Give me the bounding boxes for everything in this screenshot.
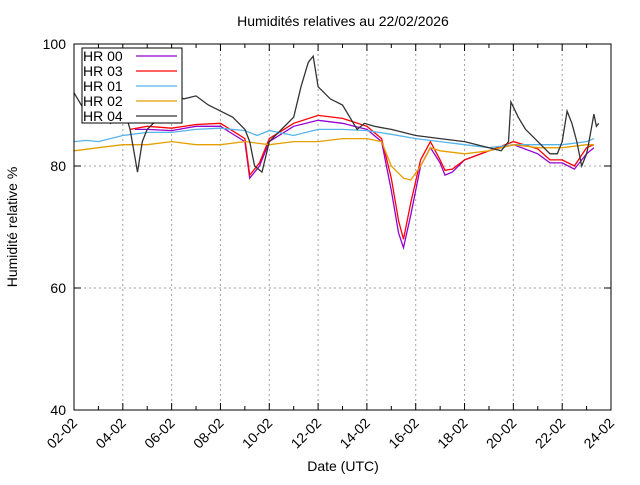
y-tick-label: 100 bbox=[43, 36, 67, 52]
x-tick-label: 22-02 bbox=[532, 415, 569, 452]
x-tick-label: 06-02 bbox=[141, 415, 178, 452]
legend-label: HR 00 bbox=[83, 48, 123, 64]
x-tick-label: 12-02 bbox=[288, 415, 325, 452]
legend-label: HR 03 bbox=[83, 63, 123, 79]
chart-title: Humidités relatives au 22/02/2026 bbox=[237, 13, 449, 29]
series-lines bbox=[73, 54, 600, 251]
x-tick-label: 14-02 bbox=[336, 415, 373, 452]
x-tick-label: 24-02 bbox=[580, 415, 617, 452]
series-line-hr-04 bbox=[73, 54, 600, 174]
series-line-hr-00 bbox=[135, 119, 595, 251]
x-tick-label: 10-02 bbox=[239, 415, 276, 452]
series-line-hr-02 bbox=[73, 137, 594, 181]
grid bbox=[74, 44, 611, 410]
legend-label: HR 01 bbox=[83, 78, 123, 94]
legend-label: HR 04 bbox=[83, 108, 123, 124]
x-tick-label: 02-02 bbox=[43, 415, 80, 452]
y-tick-label: 60 bbox=[50, 280, 66, 296]
y-tick-label: 80 bbox=[50, 158, 66, 174]
plot-border bbox=[73, 43, 612, 411]
x-tick-label: 18-02 bbox=[434, 415, 471, 452]
x-tick-label: 20-02 bbox=[483, 415, 520, 452]
x-axis-label: Date (UTC) bbox=[307, 458, 379, 474]
legend-label: HR 02 bbox=[83, 93, 123, 109]
series-line-hr-03 bbox=[129, 114, 595, 240]
x-tick-label: 04-02 bbox=[92, 415, 129, 452]
x-tick-label: 08-02 bbox=[190, 415, 227, 452]
y-axis-label: Humidité relative % bbox=[4, 167, 20, 288]
y-tick-label: 40 bbox=[50, 402, 66, 418]
x-tick-label: 16-02 bbox=[385, 415, 422, 452]
